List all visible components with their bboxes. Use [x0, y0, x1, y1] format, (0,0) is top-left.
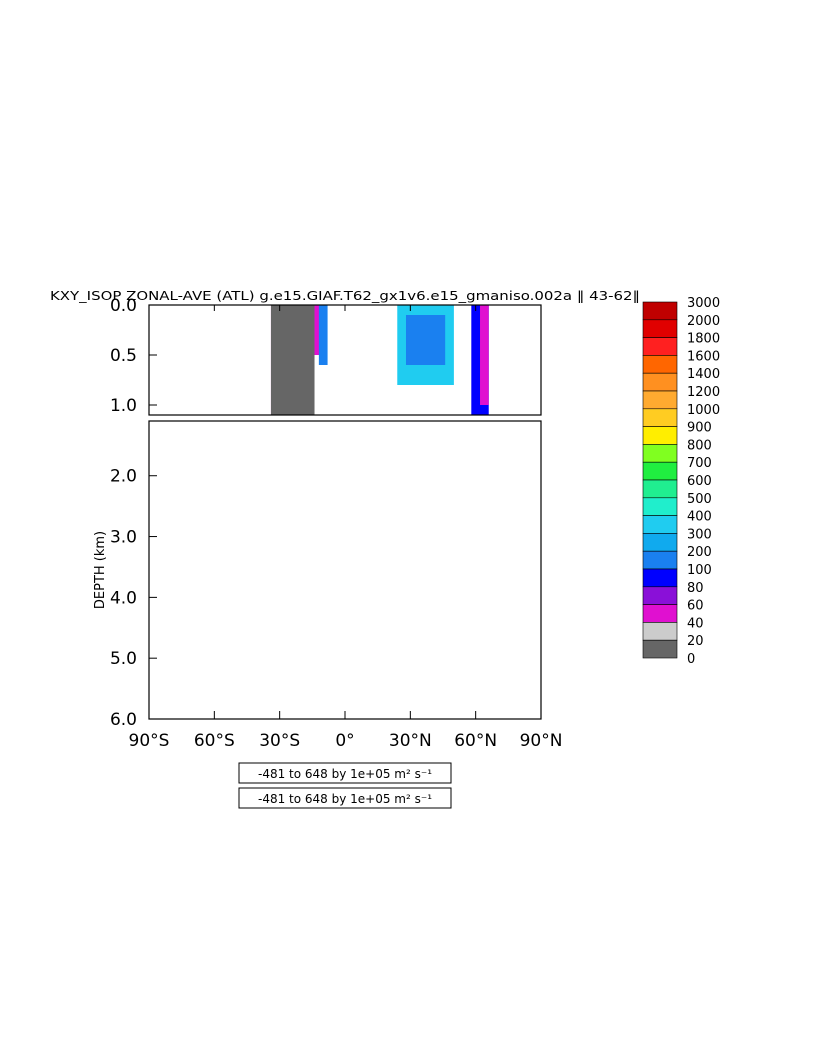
colorbar-swatch	[642, 444, 678, 463]
colorbar-level-label: 1400	[687, 367, 720, 382]
colorbar-swatch	[642, 337, 678, 356]
colorbar-swatch	[642, 604, 678, 623]
colorbar-level-label: 80	[687, 581, 704, 596]
colorbar-level-label: 2000	[687, 314, 720, 329]
y-tick-label: 2.0	[110, 467, 137, 487]
colorbar-level-label: 1800	[687, 332, 720, 347]
y-axis-label: DEPTH (km)	[93, 531, 108, 609]
colorbar-level-label: 0	[687, 652, 695, 667]
colorbar-swatch	[642, 390, 678, 410]
colorbar-swatch	[642, 550, 678, 570]
colorbar-level-label: 20	[687, 634, 704, 649]
colorbar-swatch	[642, 568, 678, 588]
range-box-2	[238, 787, 452, 809]
colorbar: 3000200018001600140012001000900800700600…	[642, 296, 720, 667]
colorbar-swatch	[642, 515, 678, 534]
y-tick-label: 5.0	[110, 649, 137, 669]
colorbar-swatch	[642, 355, 678, 374]
y-tick-label: 0.0	[110, 296, 137, 316]
colorbar-level-label: 300	[687, 527, 712, 542]
colorbar-level-label: 700	[687, 456, 712, 471]
colorbar-swatch	[642, 586, 678, 605]
colorbar-swatch	[642, 301, 678, 321]
x-tick-label: 60°N	[454, 731, 497, 751]
shaded-region-5-upper	[405, 315, 446, 365]
chart-title: KXY_ISOP ZONAL-AVE (ATL) g.e15.GIAF.T62_…	[50, 288, 640, 303]
colorbar-level-label: 900	[687, 421, 712, 436]
colorbar-swatch	[642, 622, 678, 641]
x-tick-label: 90°N	[520, 731, 563, 751]
colorbar-swatch	[642, 497, 678, 516]
shaded-region-7-upper	[480, 305, 489, 405]
colorbar-level-label: 40	[687, 616, 704, 631]
colorbar-level-label: 1600	[687, 349, 720, 364]
shaded-region-2-upper	[314, 305, 322, 355]
shaded-region-1-upper	[270, 305, 315, 415]
x-tick-label: 0°	[335, 731, 354, 751]
colorbar-level-label: 500	[687, 492, 712, 507]
x-axis: 90°S 60°S 30°S 0° 30°N 60°N 90°N	[129, 305, 563, 751]
range-label-2: -481 to 648 by 1e+05 m² s⁻¹	[258, 792, 432, 806]
colorbar-swatch	[642, 319, 678, 338]
colorbar-level-label: 600	[687, 474, 712, 489]
colorbar-level-label: 400	[687, 510, 712, 525]
x-tick-label: 30°S	[259, 731, 300, 751]
colorbar-swatch	[642, 372, 678, 392]
y-tick-label: 0.5	[110, 346, 137, 366]
colorbar-swatch	[642, 479, 678, 499]
shaded-region-3-upper	[318, 305, 328, 365]
colorbar-level-label: 60	[687, 599, 704, 614]
range-label-1: -481 to 648 by 1e+05 m² s⁻¹	[258, 767, 432, 781]
colorbar-level-label: 1000	[687, 403, 720, 418]
colorbar-level-label: 100	[687, 563, 712, 578]
colorbar-level-label: 1200	[687, 385, 720, 400]
x-tick-label: 90°S	[129, 731, 170, 751]
colorbar-level-label: 800	[687, 438, 712, 453]
colorbar-swatch	[642, 408, 678, 427]
colorbar-level-label: 200	[687, 545, 712, 560]
colorbar-swatch	[642, 533, 678, 552]
colorbar-swatch	[642, 639, 678, 659]
shaded-regions	[270, 305, 489, 415]
y-axis: 0.0 0.5 1.0 2.0 3.0 4.0 5.0 6.0	[110, 296, 157, 730]
y-tick-label: 4.0	[110, 588, 137, 608]
range-box-1	[238, 762, 452, 784]
y-tick-label: 3.0	[110, 528, 137, 548]
colorbar-swatch	[642, 426, 678, 445]
x-tick-label: 60°S	[194, 731, 235, 751]
x-tick-label: 30°N	[389, 731, 432, 751]
y-tick-label: 6.0	[110, 710, 137, 730]
lower-panel-frame	[148, 420, 542, 720]
y-tick-label: 1.0	[110, 396, 137, 416]
colorbar-level-label: 3000	[687, 296, 720, 311]
colorbar-swatch	[642, 461, 678, 481]
